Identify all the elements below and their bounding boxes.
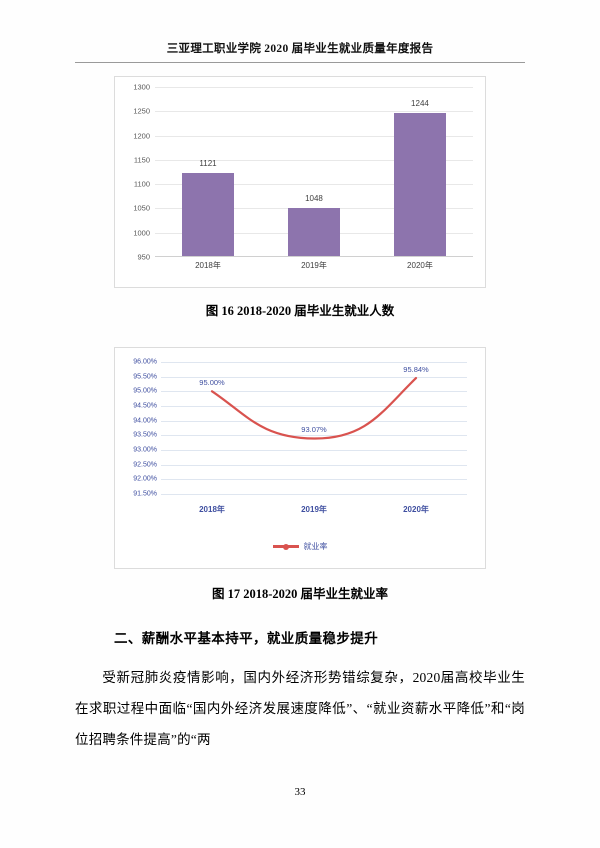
page-number: 33 [294, 786, 306, 798]
y-tick-label: 94.50% [133, 402, 157, 410]
y-tick-label: 1200 [133, 131, 150, 141]
y-tick-label: 92.00% [133, 475, 157, 483]
figure-17-caption: 图 17 2018-2020 届毕业生就业率 [211, 587, 389, 601]
y-tick-label: 93.00% [133, 446, 157, 454]
y-tick-label: 1100 [133, 179, 150, 189]
gridline [161, 464, 467, 466]
legend-label: 就业率 [303, 542, 328, 551]
x-category-label: 2018年 [199, 505, 225, 514]
bar-value-label: 1048 [305, 194, 323, 204]
data-point-label: 93.07% [301, 425, 327, 434]
gridline [161, 362, 467, 363]
section-heading: 二、薪酬水平基本持平，就业质量稳步提升 [114, 631, 379, 646]
gridline [155, 184, 473, 186]
gridline [161, 494, 467, 495]
x-category-label: 2020年 [403, 505, 429, 514]
bar-group: 1048 2019年 [261, 86, 367, 270]
bar-value-label: 1244 [411, 99, 429, 109]
figure-16-caption: 图 16 2018-2020 届毕业生就业人数 [205, 304, 395, 318]
gridline [161, 450, 467, 451]
y-tick-label: 92.50% [133, 461, 157, 469]
chart-legend: 就业率 [115, 541, 485, 552]
y-tick-label: 94.00% [133, 417, 157, 425]
gridline [155, 135, 473, 137]
employment-rate-line [210, 377, 418, 440]
x-category-label: 2020年 [407, 261, 433, 270]
gridline [155, 159, 473, 161]
line-chart-plot-area: 96.00% 95.50% 95.00% 94.50% 94.00% 93.50… [133, 359, 467, 514]
bar-group: 1244 2020年 [367, 86, 473, 270]
legend-line-swatch [272, 545, 299, 548]
y-tick-label: 91.50% [133, 490, 157, 498]
x-category-label: 2018年 [195, 261, 221, 270]
bar-2018 [181, 173, 234, 256]
data-point-label: 95.84% [403, 365, 429, 374]
y-tick-label: 95.00% [133, 387, 157, 395]
bar-2020 [393, 113, 446, 256]
line-chart-figure-17: 96.00% 95.50% 95.00% 94.50% 94.00% 93.50… [114, 347, 486, 569]
page-header: 三亚理工职业学院 2020 届毕业生就业质量年度报告 [166, 43, 434, 55]
y-tick-label: 1000 [133, 228, 150, 238]
y-tick-label: 1300 [133, 82, 150, 92]
bar-chart-figure-16: 1300 1250 1200 1150 1100 1050 1000 950 1… [114, 76, 486, 288]
bar-value-label: 1121 [199, 159, 217, 168]
bar-2019 [287, 208, 340, 256]
y-tick-label: 96.00% [133, 358, 157, 366]
y-tick-label: 95.50% [133, 373, 157, 381]
x-category-label: 2019年 [301, 261, 327, 270]
gridline [161, 376, 467, 378]
gridline [161, 479, 467, 481]
x-category-label: 2019年 [301, 505, 327, 514]
x-axis-line [155, 256, 473, 257]
bar-group: 1121 2018年 [155, 86, 261, 270]
gridline [161, 406, 467, 407]
gridline [161, 435, 467, 437]
gridline [155, 111, 473, 113]
data-point-label: 95.00% [199, 378, 225, 387]
body-paragraph: 受新冠肺炎疫情影响，国内外经济形势错综复杂，2020届高校毕业生在求职过程中面临… [75, 662, 525, 755]
y-tick-label: 1250 [133, 106, 150, 116]
gridline [161, 391, 467, 393]
header-divider [75, 62, 525, 63]
paragraph-text: 受新冠肺炎疫情影响，国内外经济形势错综复杂，2020届高校毕业生在求职过程中面临… [75, 670, 525, 747]
y-tick-label: 93.50% [133, 431, 157, 439]
y-tick-label: 950 [137, 252, 150, 262]
bar-chart-plot-area: 1300 1250 1200 1150 1100 1050 1000 950 1… [133, 83, 473, 270]
y-tick-label: 1050 [133, 203, 150, 213]
y-tick-label: 1150 [133, 155, 150, 165]
gridline [161, 420, 467, 422]
gridline [155, 87, 473, 88]
